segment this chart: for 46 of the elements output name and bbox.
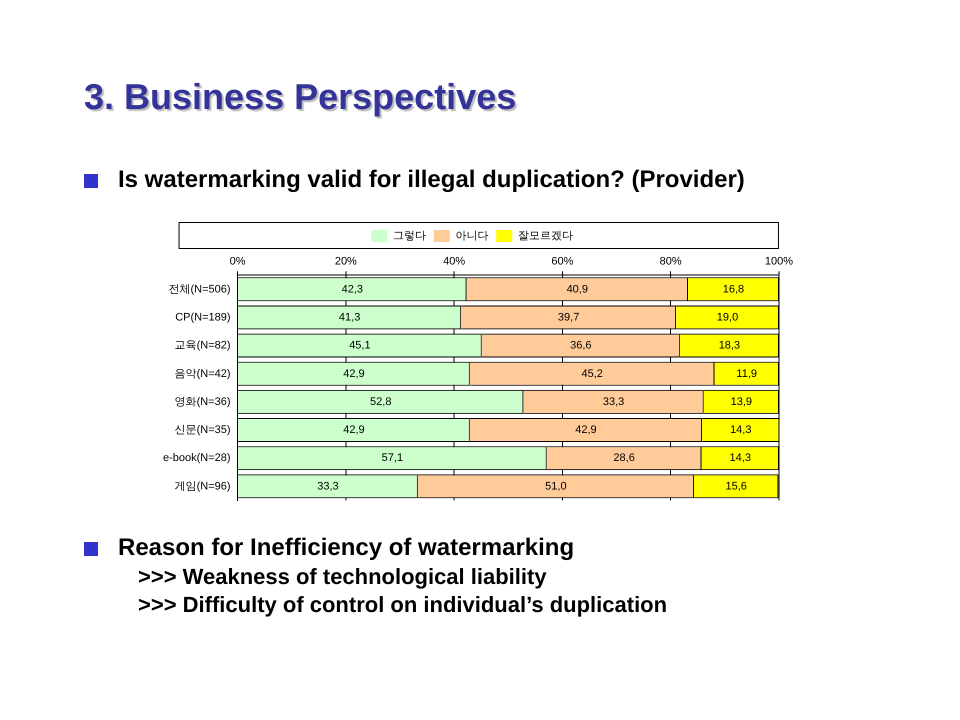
data-label: 11,9 bbox=[736, 368, 758, 380]
text: Reason for Inefficiency of watermarking bbox=[118, 534, 574, 561]
text: >>> Difficulty of control on individual’s duplication bbox=[138, 592, 668, 618]
data-label: 42,9 bbox=[343, 424, 365, 436]
x-tick-label: 20% bbox=[334, 256, 358, 268]
data-label: 52,8 bbox=[370, 396, 392, 408]
x-tick-label: 100% bbox=[764, 256, 794, 268]
data-label: 41,3 bbox=[338, 311, 360, 324]
text: >>> Weakness of technological liability bbox=[138, 564, 548, 590]
y-tick-label: e-book(N=28) bbox=[162, 452, 231, 464]
data-label: 42,3 bbox=[342, 283, 364, 296]
data-label: 14,3 bbox=[730, 424, 752, 436]
y-tick-label: 영화(N=36) bbox=[174, 396, 231, 408]
data-label: 16,8 bbox=[722, 283, 744, 296]
y-tick-label: 전체(N=506) bbox=[168, 283, 231, 296]
data-label: 15,6 bbox=[725, 480, 747, 492]
data-label: 45,1 bbox=[349, 340, 371, 352]
data-label: 13,9 bbox=[730, 396, 752, 408]
y-tick-label: CP(N=189) bbox=[175, 311, 231, 324]
y-tick-label: 음악(N=42) bbox=[174, 368, 231, 380]
data-label: 39,7 bbox=[558, 311, 580, 324]
x-tick-label: 60% bbox=[551, 256, 574, 268]
data-label: 28,6 bbox=[613, 452, 635, 464]
chart-subtitle: Is watermarking valid for illegal duplication? (Provider) bbox=[118, 166, 745, 193]
data-label: 57,1 bbox=[382, 452, 404, 464]
x-tick-label: 40% bbox=[443, 256, 466, 268]
data-label: 33,3 bbox=[317, 480, 339, 492]
data-label: 33,3 bbox=[602, 396, 624, 408]
legend-label: 아니다 bbox=[455, 230, 488, 242]
legend-label: 잘모르겠다 bbox=[518, 230, 573, 242]
data-label: 45,2 bbox=[581, 368, 603, 380]
y-tick-label: 교육(N=82) bbox=[174, 340, 231, 352]
data-label: 40,9 bbox=[566, 283, 588, 296]
data-label: 14,3 bbox=[730, 452, 751, 464]
x-tick-label: 0% bbox=[230, 256, 246, 268]
data-label: 36,6 bbox=[570, 340, 592, 352]
data-label: 19,0 bbox=[716, 311, 738, 324]
y-tick-label: 게임(N=96) bbox=[174, 480, 231, 492]
data-label: 18,3 bbox=[718, 340, 740, 352]
x-tick-label: 80% bbox=[660, 256, 682, 268]
data-label: 51,0 bbox=[545, 480, 567, 492]
data-label: 42,9 bbox=[343, 368, 365, 380]
data-label: 42,9 bbox=[575, 424, 597, 436]
y-tick-label: 신문(N=35) bbox=[174, 424, 231, 436]
chart-title: 3. Business Perspectives bbox=[84, 76, 516, 118]
legend-label: 그렇다 bbox=[392, 230, 426, 242]
